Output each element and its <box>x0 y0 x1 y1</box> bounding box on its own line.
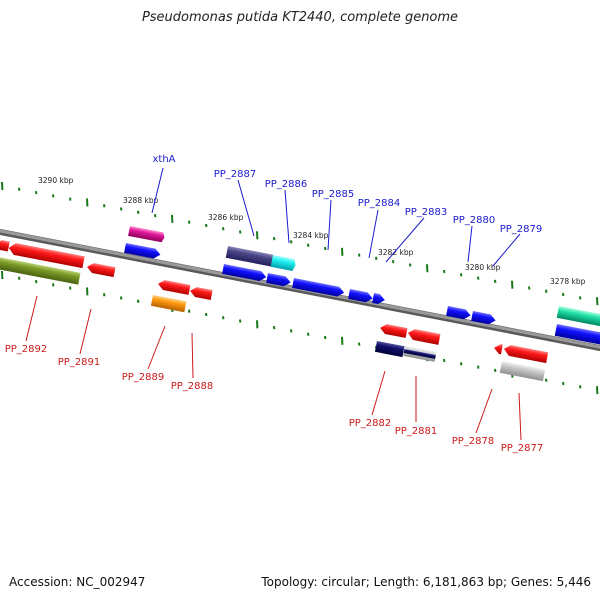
gene-label-PP_2892[interactable]: PP_2892 <box>5 344 48 355</box>
forward-leader-lines <box>151 167 521 267</box>
accession-text: Accession: NC_002947 <box>9 575 146 589</box>
gene-PP_2881-cds[interactable] <box>407 328 441 345</box>
gene-label-PP_2883[interactable]: PP_2883 <box>405 207 448 218</box>
gene-PP_2879-cds[interactable] <box>471 311 496 325</box>
gene-PP_2877-cds[interactable] <box>503 344 549 364</box>
gene-label-PP_2887[interactable]: PP_2887 <box>214 169 257 180</box>
gene-label-PP_2880[interactable]: PP_2880 <box>453 215 496 226</box>
gene-PP_2878-feature[interactable] <box>499 361 546 382</box>
tick-label-3290: 3290 kbp <box>38 176 74 185</box>
tick-label-3284: 3284 kbp <box>293 231 329 240</box>
genome-summary-text: Topology: circular; Length: 6,181,863 bp… <box>261 575 591 589</box>
gene-PP_2891-cds[interactable] <box>86 262 116 278</box>
gene-PP_2881-feature[interactable] <box>403 346 437 362</box>
gene-PP_2878-cds[interactable] <box>493 343 503 355</box>
gene-PP_2887-cds[interactable] <box>222 264 267 282</box>
gene-PP_2880-cds[interactable] <box>446 306 471 320</box>
tick-label-3286: 3286 kbp <box>208 213 244 222</box>
gene-right-edge-feature[interactable] <box>556 306 600 328</box>
gene-xthA-feature[interactable] <box>128 226 165 243</box>
gene-PP_2889-cds[interactable] <box>157 279 191 295</box>
gene-label-PP_2884[interactable]: PP_2884 <box>358 198 401 209</box>
gene-PP_2891-feature[interactable] <box>0 257 81 285</box>
upper-coordinate-ruler <box>1 181 599 306</box>
gene-left-edge-cds[interactable] <box>0 239 10 252</box>
gene-PP_2886-feature[interactable] <box>270 255 297 271</box>
gene-label-PP_2882[interactable]: PP_2882 <box>349 418 392 429</box>
gene-label-PP_2881[interactable]: PP_2881 <box>395 426 438 437</box>
gene-label-PP_2888[interactable]: PP_2888 <box>171 381 214 392</box>
tick-label-3288: 3288 kbp <box>123 196 159 205</box>
gene-PP_2883-cds[interactable] <box>372 293 386 305</box>
gene-label-PP_2879[interactable]: PP_2879 <box>500 224 543 235</box>
reverse-leader-lines <box>25 295 522 441</box>
tick-label-3282: 3282 kbp <box>378 248 414 257</box>
gene-label-xthA[interactable]: xthA <box>152 154 175 165</box>
gene-label-PP_2889[interactable]: PP_2889 <box>122 372 165 383</box>
gene-label-PP_2886[interactable]: PP_2886 <box>265 179 308 190</box>
gene-label-PP_2891[interactable]: PP_2891 <box>58 357 101 368</box>
gene-PP_2892-cds[interactable] <box>8 242 85 269</box>
gene-PP_2882-feature[interactable] <box>374 341 405 358</box>
tick-label-3278: 3278 kbp <box>550 277 586 286</box>
gene-PP_2886-cds[interactable] <box>266 273 291 287</box>
tick-label-3280: 3280 kbp <box>465 263 501 272</box>
gene-xthA-cds[interactable] <box>124 243 161 260</box>
gene-PP_2884-cds[interactable] <box>348 289 373 303</box>
gene-PP_2885-cds[interactable] <box>292 278 345 298</box>
gene-PP_2887-feature[interactable] <box>225 246 274 267</box>
gene-label-PP_2885[interactable]: PP_2885 <box>312 189 355 200</box>
gene-label-PP_2878[interactable]: PP_2878 <box>452 436 495 447</box>
gene-PP_2882-cds[interactable] <box>379 323 408 338</box>
gene-PP_2889-feature[interactable] <box>150 295 187 313</box>
map-title: Pseudomonas putida KT2440, complete geno… <box>141 10 459 25</box>
gene-label-PP_2877[interactable]: PP_2877 <box>501 443 544 454</box>
gene-right-edge-cds[interactable] <box>554 324 600 346</box>
gene-PP_2888-cds[interactable] <box>189 286 213 300</box>
